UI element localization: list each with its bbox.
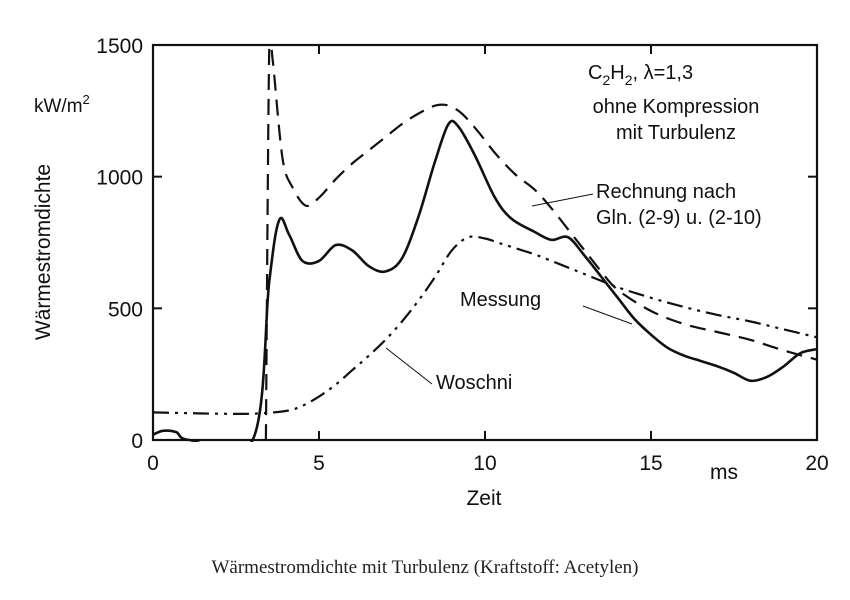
figure-caption: Wärmestromdichte mit Turbulenz (Kraftsto…: [211, 557, 639, 578]
annotation-rechnung-line2: Gln. (2-9) u. (2-10): [596, 207, 762, 229]
fuel-formula: C2H2, λ=1,3: [588, 62, 693, 88]
y-unit-label: kW/m2: [34, 92, 90, 117]
leader-messung: [582, 305, 633, 325]
x-axis-label: Zeit: [466, 487, 501, 510]
x-tick-label: 10: [473, 452, 496, 475]
x-tick-label: 0: [147, 452, 159, 475]
x-tick-label: 20: [805, 452, 828, 475]
heat-flux-chart: 0 5 10 15 20 0 500 1000 1500 kW/m2 Wärmestromdic…: [32, 35, 829, 510]
condition-turbulence: mit Turbulenz: [616, 122, 736, 144]
annotation-woschni: Woschni: [436, 372, 512, 394]
x-unit-label: ms: [710, 461, 738, 484]
x-tick-label: 5: [313, 452, 325, 475]
y-tick-label: 500: [108, 298, 143, 321]
y-axis-label: Wärmestromdichte: [32, 164, 55, 340]
x-tick-label: 15: [639, 452, 662, 475]
condition-compression: ohne Kompression: [593, 96, 760, 118]
y-tick-label: 1000: [96, 167, 143, 190]
ticks-layer: 0 5 10 15 20 0 500 1000 1500: [96, 35, 828, 475]
leader-rechnung: [531, 193, 594, 207]
series-line-rechnung: [264, 43, 817, 441]
y-tick-label: 0: [131, 430, 143, 453]
annotation-rechnung-line1: Rechnung nach: [596, 181, 736, 203]
series-line-messung: [153, 119, 817, 442]
y-tick-label: 1500: [96, 35, 143, 58]
annotation-messung: Messung: [460, 289, 541, 311]
series-layer: [153, 43, 817, 442]
leader-woschni: [385, 347, 433, 385]
